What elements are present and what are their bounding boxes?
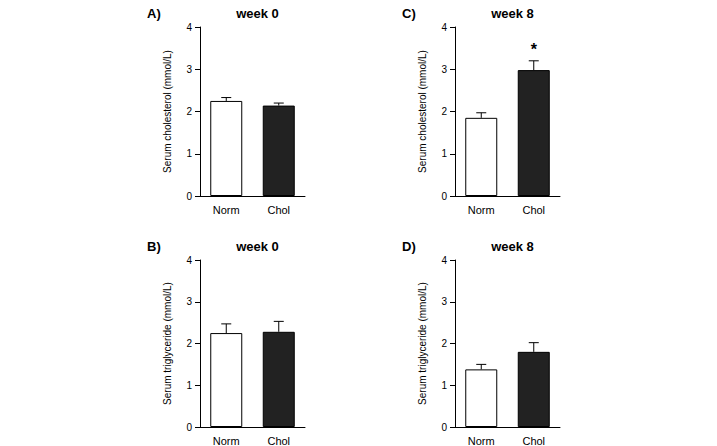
svg-text:2: 2 xyxy=(441,338,447,349)
svg-text:Serum cholesterol (mmol/L): Serum cholesterol (mmol/L) xyxy=(162,50,173,173)
svg-text:C): C) xyxy=(402,6,416,21)
svg-text:1: 1 xyxy=(186,380,192,391)
svg-text:*: * xyxy=(531,41,538,58)
svg-text:1: 1 xyxy=(441,380,447,391)
svg-text:2: 2 xyxy=(186,106,192,117)
svg-text:1: 1 xyxy=(441,148,447,159)
svg-text:Serum cholesterol (mmol/L): Serum cholesterol (mmol/L) xyxy=(417,50,428,173)
svg-text:A): A) xyxy=(147,6,161,21)
svg-text:3: 3 xyxy=(186,64,192,75)
svg-text:Norm: Norm xyxy=(468,204,495,216)
svg-text:Serum triglyceride (mmol/L): Serum triglyceride (mmol/L) xyxy=(162,282,173,405)
svg-text:week 8: week 8 xyxy=(490,6,534,21)
svg-text:4: 4 xyxy=(441,22,447,33)
svg-text:0: 0 xyxy=(441,422,447,433)
svg-text:D): D) xyxy=(402,239,416,254)
svg-text:week 0: week 0 xyxy=(235,239,279,254)
svg-text:3: 3 xyxy=(441,296,447,307)
svg-text:1: 1 xyxy=(186,148,192,159)
svg-text:2: 2 xyxy=(186,338,192,349)
svg-text:week 0: week 0 xyxy=(235,6,279,21)
svg-text:Serum triglyceride (mmol/L): Serum triglyceride (mmol/L) xyxy=(417,282,428,405)
svg-text:Chol: Chol xyxy=(267,204,290,216)
svg-text:week 8: week 8 xyxy=(490,239,534,254)
svg-text:0: 0 xyxy=(441,191,447,202)
svg-text:4: 4 xyxy=(441,255,447,266)
svg-text:B): B) xyxy=(147,239,161,254)
svg-text:Chol: Chol xyxy=(522,204,545,216)
svg-text:0: 0 xyxy=(186,422,192,433)
svg-text:3: 3 xyxy=(441,64,447,75)
svg-text:3: 3 xyxy=(186,296,192,307)
svg-text:0: 0 xyxy=(186,191,192,202)
svg-text:Norm: Norm xyxy=(468,435,495,446)
svg-text:2: 2 xyxy=(441,106,447,117)
svg-text:4: 4 xyxy=(186,22,192,33)
svg-text:Norm: Norm xyxy=(213,435,240,446)
svg-text:Norm: Norm xyxy=(213,204,240,216)
svg-text:4: 4 xyxy=(186,255,192,266)
svg-text:Chol: Chol xyxy=(522,435,545,446)
svg-text:Chol: Chol xyxy=(267,435,290,446)
